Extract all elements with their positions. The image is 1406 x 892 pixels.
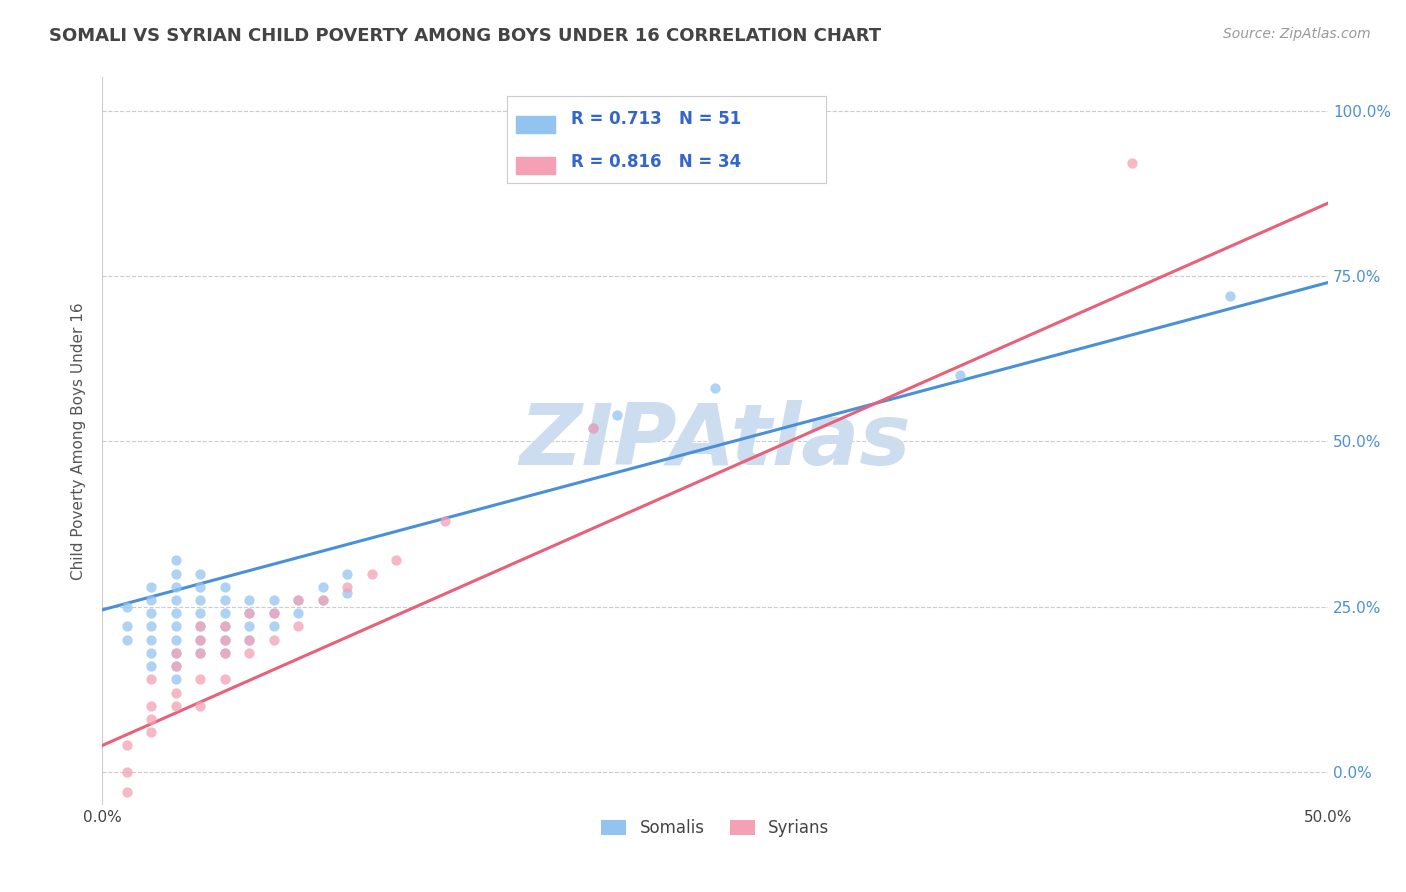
Point: [141, 632, 163, 647]
Text: Source: ZipAtlas.com: Source: ZipAtlas.com: [1223, 27, 1371, 41]
Point: [188, 619, 211, 633]
Point: [188, 698, 211, 713]
Text: SOMALI VS SYRIAN CHILD POVERTY AMONG BOYS UNDER 16 CORRELATION CHART: SOMALI VS SYRIAN CHILD POVERTY AMONG BOY…: [49, 27, 882, 45]
Point: [165, 566, 187, 581]
Point: [188, 632, 211, 647]
Point: [165, 646, 187, 660]
Point: [704, 381, 727, 395]
Point: [336, 586, 359, 600]
Point: [287, 606, 309, 620]
Point: [165, 685, 187, 699]
Point: [165, 553, 187, 567]
Point: [238, 646, 260, 660]
Point: [214, 646, 236, 660]
Point: [141, 606, 163, 620]
Point: [165, 606, 187, 620]
Point: [214, 632, 236, 647]
Point: [312, 593, 335, 607]
Point: [1121, 156, 1143, 170]
Point: [188, 646, 211, 660]
Point: [165, 646, 187, 660]
Point: [115, 739, 138, 753]
Point: [188, 566, 211, 581]
Point: [287, 593, 309, 607]
Point: [263, 593, 285, 607]
Point: [141, 712, 163, 726]
Point: [165, 673, 187, 687]
Point: [141, 725, 163, 739]
Point: [115, 632, 138, 647]
Point: [434, 514, 457, 528]
Text: ZIPAtlas: ZIPAtlas: [519, 400, 911, 483]
Point: [238, 632, 260, 647]
Point: [141, 673, 163, 687]
Point: [214, 632, 236, 647]
Point: [165, 593, 187, 607]
Point: [188, 593, 211, 607]
Point: [1219, 289, 1241, 303]
Point: [165, 632, 187, 647]
Point: [214, 673, 236, 687]
Point: [214, 593, 236, 607]
Point: [949, 368, 972, 382]
Point: [165, 619, 187, 633]
Point: [336, 580, 359, 594]
Point: [238, 593, 260, 607]
Point: [312, 580, 335, 594]
Point: [214, 619, 236, 633]
Y-axis label: Child Poverty Among Boys Under 16: Child Poverty Among Boys Under 16: [72, 302, 86, 580]
Point: [287, 593, 309, 607]
Point: [141, 698, 163, 713]
Point: [214, 619, 236, 633]
Point: [115, 785, 138, 799]
Point: [188, 606, 211, 620]
Point: [165, 659, 187, 673]
Point: [141, 593, 163, 607]
Point: [238, 606, 260, 620]
Point: [214, 606, 236, 620]
Point: [606, 408, 628, 422]
Point: [238, 632, 260, 647]
Point: [141, 619, 163, 633]
Point: [312, 593, 335, 607]
Point: [214, 580, 236, 594]
Point: [115, 764, 138, 779]
Legend: Somalis, Syrians: Somalis, Syrians: [595, 813, 835, 844]
Point: [141, 580, 163, 594]
Point: [188, 580, 211, 594]
Point: [361, 566, 384, 581]
Point: [115, 599, 138, 614]
Point: [385, 553, 408, 567]
Point: [115, 619, 138, 633]
Point: [188, 673, 211, 687]
Point: [287, 619, 309, 633]
Point: [238, 619, 260, 633]
Point: [165, 698, 187, 713]
Point: [581, 421, 603, 435]
Point: [263, 632, 285, 647]
Point: [165, 580, 187, 594]
Point: [188, 646, 211, 660]
Point: [188, 632, 211, 647]
Point: [238, 606, 260, 620]
Point: [141, 646, 163, 660]
Point: [263, 606, 285, 620]
Point: [188, 619, 211, 633]
Point: [165, 659, 187, 673]
Point: [263, 619, 285, 633]
Point: [581, 421, 603, 435]
Point: [263, 606, 285, 620]
Point: [336, 566, 359, 581]
Point: [141, 659, 163, 673]
Point: [214, 646, 236, 660]
